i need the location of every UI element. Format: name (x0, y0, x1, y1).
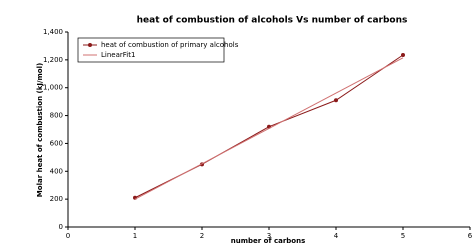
x-tick-label: 4 (334, 232, 339, 240)
y-tick-label: 1,400 (43, 28, 63, 36)
y-tick-label: 800 (50, 112, 63, 120)
y-tick-label: 1,200 (43, 56, 63, 64)
y-tick-label: 0 (59, 223, 63, 231)
x-tick-label: 2 (200, 232, 204, 240)
x-tick-label: 3 (267, 232, 271, 240)
legend-marker (88, 43, 92, 47)
legend-label: LinearFit1 (101, 51, 135, 59)
series-line (134, 57, 404, 200)
data-point (334, 98, 338, 103)
chart-title: heat of combustion of alcohols Vs number… (137, 16, 408, 26)
data-point (401, 52, 405, 57)
data-point (133, 195, 137, 200)
x-tick-label: 1 (133, 232, 137, 240)
x-axis-label: number of carbons (231, 237, 306, 245)
y-tick-label: 600 (50, 139, 63, 147)
legend-label: heat of combustion of primary alcohols (101, 41, 239, 49)
x-tick-label: 5 (401, 232, 405, 240)
x-tick-label: 0 (66, 232, 70, 240)
y-tick-label: 400 (50, 167, 63, 175)
legend-box (77, 37, 225, 63)
y-axis-label: Molar heat of combustion (kJ/mol) (36, 63, 44, 197)
y-tick-label: 200 (50, 195, 63, 203)
x-tick-label: 6 (468, 232, 473, 240)
y-tick-label: 1,000 (43, 84, 63, 92)
